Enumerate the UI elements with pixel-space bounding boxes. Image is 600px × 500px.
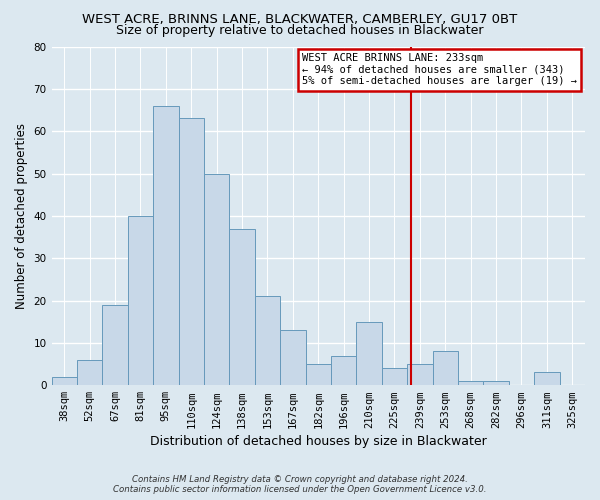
Bar: [128, 216, 153, 385]
Y-axis label: Number of detached properties: Number of detached properties: [15, 123, 28, 309]
Bar: [331, 356, 356, 385]
Text: WEST ACRE, BRINNS LANE, BLACKWATER, CAMBERLEY, GU17 0BT: WEST ACRE, BRINNS LANE, BLACKWATER, CAMB…: [82, 12, 518, 26]
Bar: [179, 118, 204, 385]
Text: WEST ACRE BRINNS LANE: 233sqm
← 94% of detached houses are smaller (343)
5% of s: WEST ACRE BRINNS LANE: 233sqm ← 94% of d…: [302, 54, 577, 86]
Text: Contains HM Land Registry data © Crown copyright and database right 2024.
Contai: Contains HM Land Registry data © Crown c…: [113, 474, 487, 494]
Bar: [433, 352, 458, 385]
Text: Size of property relative to detached houses in Blackwater: Size of property relative to detached ho…: [116, 24, 484, 37]
Bar: [407, 364, 433, 385]
Bar: [534, 372, 560, 385]
Bar: [229, 228, 255, 385]
X-axis label: Distribution of detached houses by size in Blackwater: Distribution of detached houses by size …: [150, 434, 487, 448]
Bar: [356, 322, 382, 385]
Bar: [484, 381, 509, 385]
Bar: [458, 381, 484, 385]
Bar: [77, 360, 103, 385]
Bar: [382, 368, 407, 385]
Bar: [103, 305, 128, 385]
Bar: [255, 296, 280, 385]
Bar: [280, 330, 305, 385]
Bar: [204, 174, 229, 385]
Bar: [52, 376, 77, 385]
Bar: [305, 364, 331, 385]
Bar: [153, 106, 179, 385]
